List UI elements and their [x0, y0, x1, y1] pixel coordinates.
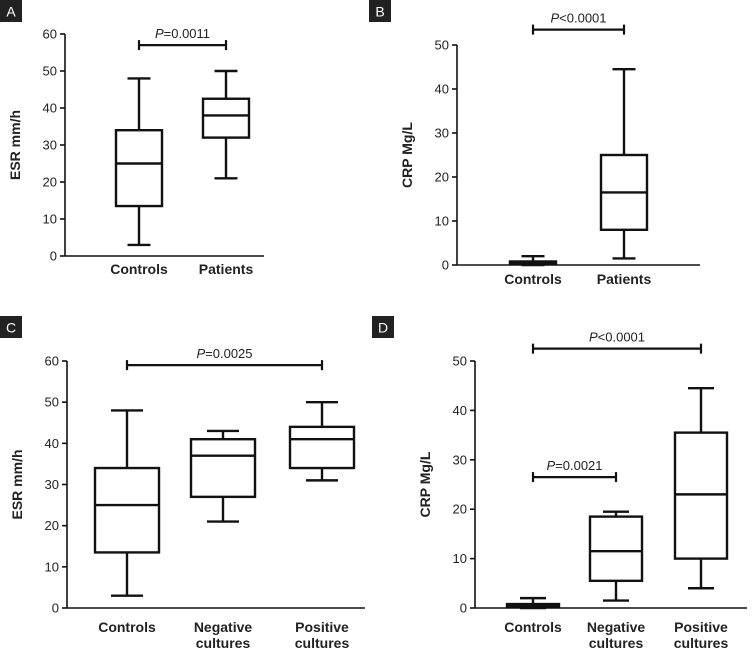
category-label: Positive cultures [674, 619, 729, 651]
y-tick-label: 30 [43, 138, 57, 153]
category-label: Controls [110, 261, 168, 277]
panel-label: B [375, 4, 384, 20]
panel-c: C 0 10 20 30 40 50 60 ESR mm/h Controls Negative cu… [0, 316, 365, 651]
panel-label-box [0, 0, 22, 22]
p-value-label: P<0.0001 [550, 11, 606, 26]
box-plot [114, 77, 164, 247]
iqr-box [288, 425, 356, 470]
panel-b: B 0 10 20 30 40 50 CRP Mg/L Controls Patients P<0.… [369, 0, 700, 287]
significance-bracket: P<0.0001 [531, 330, 703, 354]
y-tick-label: 40 [43, 101, 57, 116]
iqr-box [189, 438, 257, 499]
y-tick-label: 0 [50, 249, 57, 264]
y-tick-label: 50 [45, 395, 59, 410]
y-tick-label: 20 [45, 518, 59, 533]
panel-label: D [378, 320, 388, 336]
category-label: Controls [504, 271, 562, 287]
significance-bracket: P=0.0011 [137, 26, 228, 51]
y-tick-label: 20 [43, 175, 57, 190]
y-axis-label: ESR mm/h [7, 110, 23, 180]
p-value-label: P<0.0001 [589, 330, 645, 345]
category-label: Patients [199, 261, 254, 277]
y-tick-label: 10 [435, 214, 449, 229]
iqr-box [588, 515, 644, 583]
box-plot [93, 409, 161, 597]
p-value-label: P=0.0025 [196, 346, 252, 361]
y-tick-label: 10 [45, 559, 59, 574]
category-label: Negative cultures [587, 619, 646, 651]
y-tick-label: 30 [435, 126, 449, 141]
panel-label-box [0, 316, 22, 338]
category-label: Controls [98, 619, 156, 635]
y-tick-label: 0 [460, 601, 467, 616]
panel-label: A [6, 4, 16, 20]
significance-bracket: P=0.0025 [125, 346, 324, 371]
panel-label: C [6, 320, 16, 336]
y-tick-label: 60 [45, 354, 59, 369]
y-tick-label: 60 [43, 27, 57, 42]
iqr-box [93, 466, 161, 554]
iqr-box [673, 431, 729, 560]
y-tick-label: 20 [453, 502, 467, 517]
panel-label-box [372, 316, 394, 338]
y-tick-label: 30 [453, 452, 467, 467]
y-tick-label: 40 [453, 403, 467, 418]
p-value-label: P=0.0011 [155, 26, 210, 41]
box-plot [288, 400, 356, 482]
y-tick-label: 10 [453, 551, 467, 566]
y-tick-label: 10 [43, 212, 57, 227]
box-plot [599, 67, 649, 260]
panel-label-box [369, 0, 391, 22]
y-tick-label: 50 [453, 354, 467, 369]
y-tick-label: 0 [442, 258, 449, 273]
y-tick-label: 40 [45, 436, 59, 451]
iqr-box [114, 128, 164, 208]
box-plot [505, 596, 561, 610]
y-tick-label: 50 [43, 64, 57, 79]
iqr-box [201, 97, 251, 139]
box-plot [189, 429, 257, 523]
box-plot [508, 255, 558, 267]
y-axis-label: ESR mm/h [9, 449, 25, 519]
box-plot [201, 69, 251, 180]
category-label: Positive cultures [295, 619, 350, 651]
box-plot [588, 510, 644, 602]
p-value-label: P=0.0021 [546, 458, 602, 473]
panel-a: A 0 10 20 30 40 50 60 ESR mm/h Controls Patients P=… [0, 0, 264, 277]
panel-d: D 0 10 20 30 40 50 CRP Mg/L Controls Negative cult… [372, 316, 747, 651]
y-axis-label: CRP Mg/L [399, 122, 415, 188]
significance-bracket: P=0.0021 [531, 458, 618, 483]
category-label: Patients [597, 271, 652, 287]
y-tick-label: 40 [435, 82, 449, 97]
y-tick-label: 50 [435, 38, 449, 53]
category-label: Controls [504, 619, 562, 635]
box-plot [673, 386, 729, 590]
y-axis-label: CRP Mg/L [417, 451, 433, 517]
category-label: Negative cultures [194, 619, 253, 651]
y-tick-label: 20 [435, 170, 449, 185]
y-tick-label: 0 [52, 601, 59, 616]
significance-bracket: P<0.0001 [531, 11, 626, 35]
y-tick-label: 30 [45, 477, 59, 492]
